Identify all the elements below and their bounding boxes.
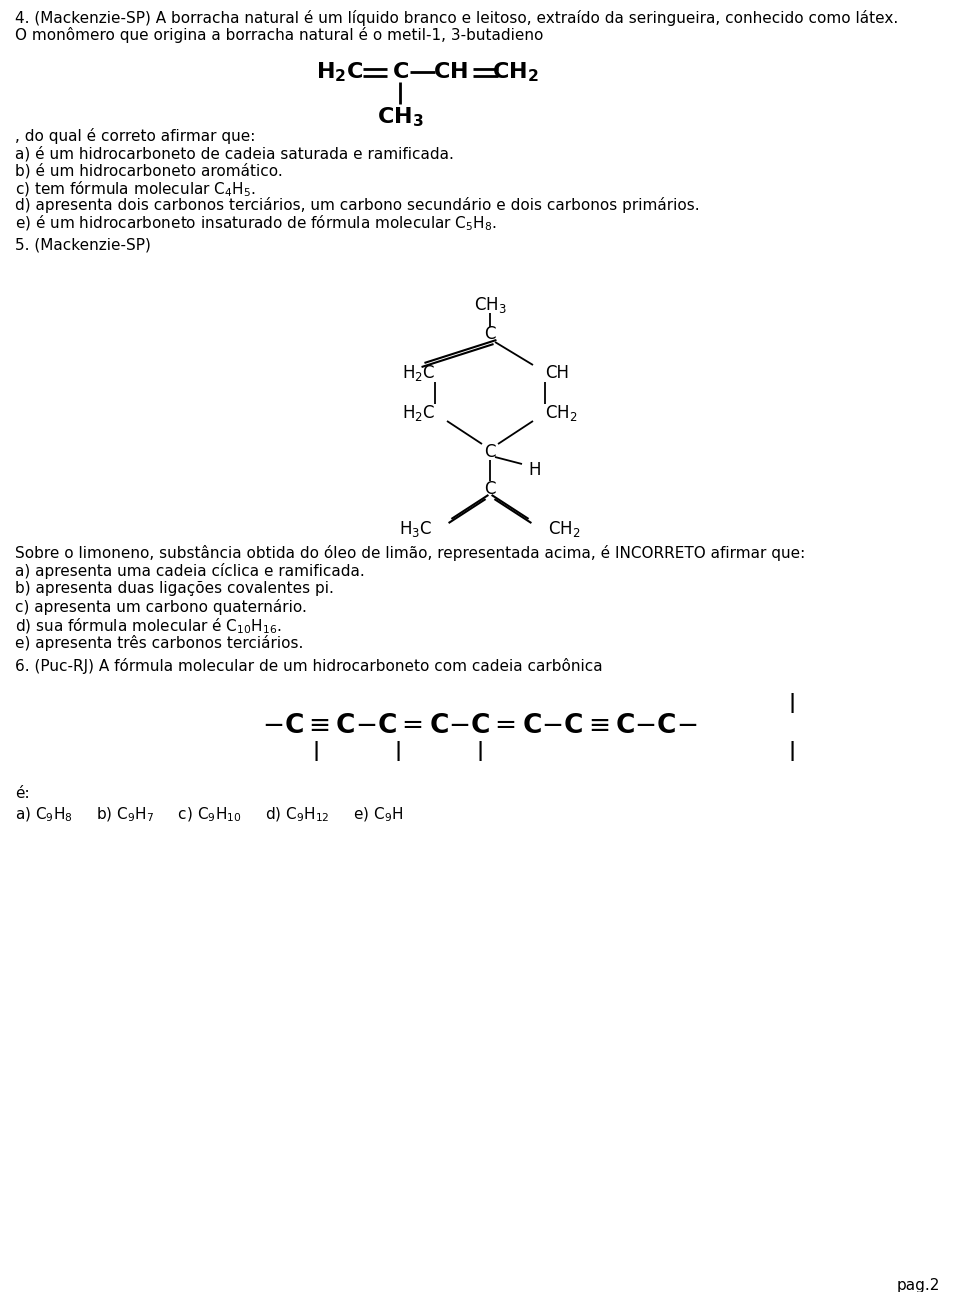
Text: d) sua fórmula molecular é C$_{10}$H$_{16}$.: d) sua fórmula molecular é C$_{10}$H$_{1… xyxy=(15,618,281,637)
Text: é:: é: xyxy=(15,786,30,801)
Text: 6. (Puc-RJ) A fórmula molecular de um hidrocarboneto com cadeia carbônica: 6. (Puc-RJ) A fórmula molecular de um hi… xyxy=(15,658,603,674)
Text: CH$_2$: CH$_2$ xyxy=(548,519,581,539)
Text: b) é um hidrocarboneto aromático.: b) é um hidrocarboneto aromático. xyxy=(15,163,283,178)
Text: $\mathbf{CH_3}$: $\mathbf{CH_3}$ xyxy=(376,105,423,129)
Text: C: C xyxy=(484,326,495,342)
Text: a) C$_9$H$_8$     b) C$_9$H$_7$     c) C$_9$H$_{10}$     d) C$_9$H$_{12}$     e): a) C$_9$H$_8$ b) C$_9$H$_7$ c) C$_9$H$_{… xyxy=(15,806,403,824)
Text: CH$_3$: CH$_3$ xyxy=(473,295,506,315)
Text: e) apresenta três carbonos terciários.: e) apresenta três carbonos terciários. xyxy=(15,634,303,651)
Text: $-$C$\equiv$C$-$C$=$C$-$C$=$C$-$C$\equiv$C$-$C$-$: $-$C$\equiv$C$-$C$=$C$-$C$=$C$-$C$\equiv… xyxy=(262,713,698,739)
Text: a) é um hidrocarboneto de cadeia saturada e ramificada.: a) é um hidrocarboneto de cadeia saturad… xyxy=(15,146,454,162)
Text: CH$_2$: CH$_2$ xyxy=(545,403,578,422)
Text: b) apresenta duas ligações covalentes pi.: b) apresenta duas ligações covalentes pi… xyxy=(15,581,334,596)
Text: $\mathbf{C}$: $\mathbf{C}$ xyxy=(392,62,408,81)
Text: |: | xyxy=(788,742,796,761)
Text: Sobre o limoneno, substância obtida do óleo de limão, representada acima, é INCO: Sobre o limoneno, substância obtida do ó… xyxy=(15,545,805,561)
Text: $\mathbf{CH}$: $\mathbf{CH}$ xyxy=(433,62,468,81)
Text: $\mathbf{CH_2}$: $\mathbf{CH_2}$ xyxy=(492,61,539,84)
Text: H$_2$C: H$_2$C xyxy=(402,403,435,422)
Text: $\mathbf{H_2C}$: $\mathbf{H_2C}$ xyxy=(317,61,364,84)
Text: O monômero que origina a borracha natural é o metil-1, 3-butadieno: O monômero que origina a borracha natura… xyxy=(15,27,543,43)
Text: |: | xyxy=(312,742,320,761)
Text: 4. (Mackenzie-SP) A borracha natural é um líquido branco e leitoso, extraído da : 4. (Mackenzie-SP) A borracha natural é u… xyxy=(15,10,899,26)
Text: 5. (Mackenzie-SP): 5. (Mackenzie-SP) xyxy=(15,238,151,253)
Text: e) é um hidrocarboneto insaturado de fórmula molecular C$_5$H$_8$.: e) é um hidrocarboneto insaturado de fór… xyxy=(15,214,497,234)
Text: a) apresenta uma cadeia cíclica e ramificada.: a) apresenta uma cadeia cíclica e ramifi… xyxy=(15,563,365,579)
Text: |: | xyxy=(476,742,484,761)
Text: CH: CH xyxy=(545,364,569,382)
Text: H$_3$C: H$_3$C xyxy=(398,519,432,539)
Text: , do qual é correto afirmar que:: , do qual é correto afirmar que: xyxy=(15,128,255,143)
Text: H: H xyxy=(528,461,540,479)
Text: |: | xyxy=(788,693,796,713)
Text: c) apresenta um carbono quaternário.: c) apresenta um carbono quaternário. xyxy=(15,599,307,615)
Text: H$_2$C: H$_2$C xyxy=(402,363,435,382)
Text: |: | xyxy=(395,742,401,761)
Text: C: C xyxy=(484,443,495,461)
Text: c) tem fórmula molecular C$_4$H$_5$.: c) tem fórmula molecular C$_4$H$_5$. xyxy=(15,180,256,199)
Text: pag.2: pag.2 xyxy=(897,1278,940,1292)
Text: d) apresenta dois carbonos terciários, um carbono secundário e dois carbonos pri: d) apresenta dois carbonos terciários, u… xyxy=(15,196,700,213)
Text: C: C xyxy=(484,481,495,497)
